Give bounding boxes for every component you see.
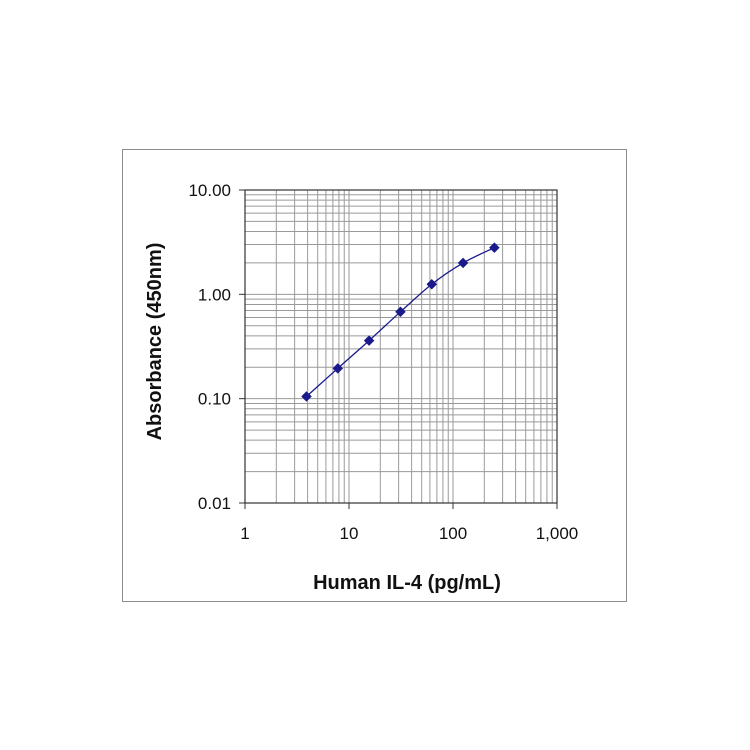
plot-area-border: [244, 189, 558, 504]
y-tick-label: 10.00: [188, 181, 231, 200]
data-point: [489, 242, 500, 254]
data-point: [363, 335, 375, 346]
y-axis-label: Absorbance (450nm): [144, 243, 166, 441]
data-point: [332, 363, 344, 374]
axes: [239, 189, 558, 509]
y-tick-label: 1.00: [198, 285, 231, 304]
data-point: [426, 278, 438, 290]
data-series: [301, 242, 500, 402]
x-tick-label: 1: [240, 524, 249, 543]
series-line: [306, 247, 495, 397]
grid: [245, 190, 557, 503]
data-point: [395, 306, 406, 318]
y-tick-label: 0.10: [198, 390, 231, 409]
data-point: [301, 391, 312, 402]
x-tick-label: 10: [340, 524, 359, 543]
tick-labels: 1 10 100 1,000 0.01 0.10 1.00 10.00: [188, 181, 578, 543]
x-tick-label: 100: [439, 524, 467, 543]
y-tick-label: 0.01: [198, 494, 231, 513]
data-point: [457, 257, 469, 269]
x-tick-label: 1,000: [536, 524, 579, 543]
absorbance-chart: 1 10 100 1,000 0.01 0.10 1.00 10.00 Human IL-4 …: [144, 181, 578, 594]
chart-frame: 1 10 100 1,000 0.01 0.10 1.00 10.00 Human IL-4 …: [122, 149, 627, 602]
x-axis-label: Human IL-4 (pg/mL): [313, 572, 501, 594]
